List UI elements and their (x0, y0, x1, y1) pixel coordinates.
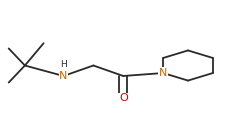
Text: O: O (119, 93, 128, 103)
Text: H: H (60, 60, 67, 69)
Text: N: N (59, 71, 68, 81)
Text: N: N (159, 68, 167, 78)
